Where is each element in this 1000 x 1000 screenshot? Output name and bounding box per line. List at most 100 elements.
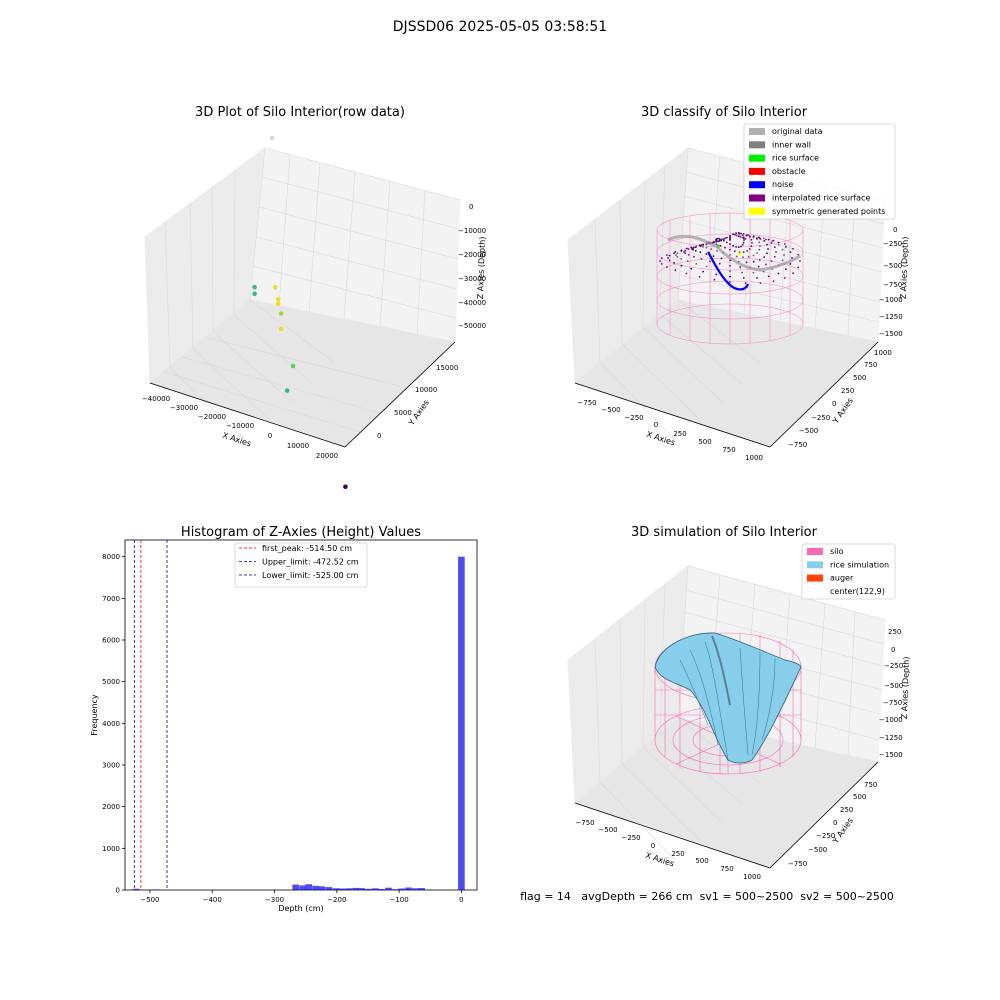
panel4-ytick: 500 [853, 793, 866, 801]
panel4-legend-box [801, 543, 896, 600]
panel2-xtick: 1000 [745, 454, 763, 462]
panel1-x-axis-line [149, 382, 346, 448]
panel2-surface-dot [756, 277, 758, 279]
panel2-surface-dot [758, 259, 761, 261]
panel2-surface-dot [732, 244, 734, 247]
panel2-surface-dot [729, 243, 731, 246]
panel2-surface-dot [734, 250, 736, 253]
panel2-surface-dot [685, 272, 688, 275]
panel4-ytick: −250 [816, 832, 835, 840]
panel1-point [290, 363, 296, 369]
panel4-ztick: −750 [883, 699, 902, 707]
panel2-legend-box [743, 123, 896, 220]
panel2-surface-dot [762, 270, 765, 273]
panel1-title: 3D Plot of Silo Interior(row data) [195, 105, 405, 120]
panel4-xtick: −250 [621, 834, 640, 842]
panel2-xtick: 0 [654, 421, 658, 429]
panel3-bar [458, 556, 465, 890]
panel2-surface-dot [729, 254, 731, 256]
panel2-surface-dot [752, 236, 755, 239]
panel3-ytick-label: 2000 [102, 803, 120, 811]
panel1-xtick: −20000 [198, 413, 226, 421]
panel2-xtick: 500 [698, 438, 711, 446]
panel2-surface-dot [785, 245, 787, 248]
panel2-surface-dot [749, 235, 751, 238]
panel3-ytick-label: 6000 [102, 637, 120, 645]
panel2-surface-dot [724, 246, 726, 249]
panel2-ytick: 750 [864, 361, 877, 369]
panel2-surface-dot [740, 232, 742, 235]
panel2-x-ticks: −750 −500 −250 0 250 500 750 1000 [577, 399, 763, 462]
panel2-surface-dot [781, 248, 784, 251]
panel1-x-ticks: −40000 −30000 −20000 −10000 0 10000 2000… [142, 395, 338, 460]
panel2-surface-dot [667, 257, 669, 259]
panel2-surface-dot [660, 263, 663, 265]
panel2-surface-dot [698, 244, 701, 247]
panel2-legend-swatch [749, 128, 765, 135]
panel2-y-ticks: −750 −500 −250 0 250 500 750 1000 [788, 349, 892, 449]
panel2-legend-label: rice surface [772, 154, 819, 163]
panel2-surface-dot [783, 277, 786, 279]
panel1-ztick: −40000 [458, 299, 486, 307]
panel3-ytick-label: 4000 [102, 720, 120, 728]
panel4-xtick: 500 [695, 857, 708, 865]
panel2-surface-dot [702, 243, 704, 246]
panel2-surface-dot [687, 254, 690, 256]
panel1-ytick: 0 [377, 432, 381, 440]
panel3-bar [312, 885, 319, 890]
panel2-surface-dot [756, 237, 758, 240]
panel2-surface-dot [710, 248, 713, 251]
panel2-ytick: −250 [811, 414, 830, 422]
panel2-symmetric-point [738, 252, 742, 256]
panel2-surface-dot [746, 250, 749, 252]
panel2-surface-dot [686, 247, 689, 250]
panel2-surface-dot [715, 273, 718, 276]
panel2-legend-label: original data [772, 127, 823, 136]
panel2-surface-dot [739, 235, 742, 238]
panel2-surface-dot [674, 269, 677, 272]
panel3-bar [318, 886, 326, 891]
panel3-plot-frame [124, 539, 478, 891]
panel3-xtick-label: −400 [203, 896, 222, 904]
panel2-surface-dot [699, 251, 702, 254]
panel2-surface-dot [713, 278, 716, 281]
panel4-xtick: −500 [598, 826, 617, 834]
panel2-xtick: −250 [624, 414, 643, 422]
panel2-surface-dot [759, 245, 761, 247]
panel1-point [252, 291, 257, 297]
panel2-surface-dot [700, 244, 703, 247]
panel3-legend-entries: first_peak: -514.50 cm Upper_limit: -472.… [239, 544, 359, 580]
panel4-legend-entries: silo rice simulation auger center(122,9) [807, 547, 889, 596]
panel2-surface-dot [719, 244, 722, 247]
panel2-surface-dot [742, 241, 745, 244]
panel1-y-axis-line [344, 341, 456, 448]
panel2-ytick: −500 [799, 427, 818, 435]
panel2-surface-dot [717, 240, 719, 242]
panel-classify-3d: 3D classify of Silo Interior −750 −500 −… [567, 105, 910, 462]
panel3-x-ticks: −500 −400 −300 −200 −100 0 [140, 890, 464, 904]
panel3-y-ticks: 0 1000 2000 3000 4000 5000 6000 7000 8000 [102, 553, 125, 895]
panel2-surface-dot [792, 272, 794, 275]
panel2-legend-label: interpolated rice surface [772, 194, 870, 203]
panel3-xtick-label: 0 [459, 896, 463, 904]
panel2-surface-dot [668, 254, 671, 257]
panel2-surface-dot [726, 241, 728, 244]
panel3-legend-label: first_peak: -514.50 cm [262, 544, 352, 553]
panel2-surface-dot [729, 264, 731, 267]
panel3-ytick-label: 3000 [102, 762, 120, 770]
panel2-surface-dot [716, 250, 718, 252]
panel2-surface-dot [675, 254, 677, 256]
panel1-ztick: −50000 [458, 322, 486, 330]
panel2-surface-dot [720, 238, 723, 241]
panel2-surface-dot [765, 238, 767, 241]
panel4-legend-label: auger [830, 574, 854, 583]
panel3-ytick-label: 1000 [102, 845, 120, 853]
panel2-surface-dot [773, 255, 776, 258]
panel2-x-axis-line [574, 382, 771, 448]
panel2-surface-dot [712, 255, 715, 257]
panel2-surface-dot [743, 239, 745, 241]
panel2-surface-dot [773, 246, 776, 249]
panel3-bar [398, 888, 405, 890]
panel2-ytick: 250 [841, 387, 854, 395]
